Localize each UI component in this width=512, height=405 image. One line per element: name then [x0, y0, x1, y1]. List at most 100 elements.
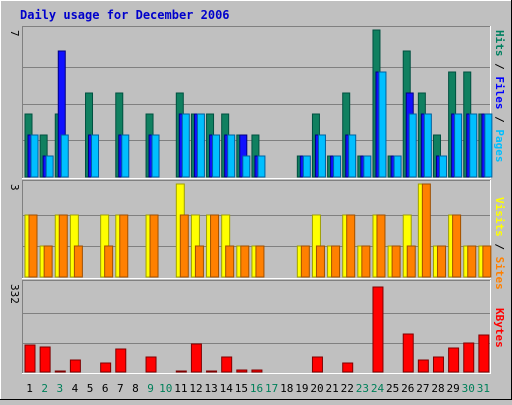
- bar-pages: [30, 134, 39, 178]
- x-tick-label: 16: [250, 382, 263, 395]
- y-max-label: 3: [8, 184, 21, 191]
- x-tick-label: 17: [265, 382, 278, 395]
- bar-sites: [300, 245, 310, 278]
- bar-pages: [454, 113, 463, 178]
- right-axis-label-part: Visits: [493, 197, 506, 237]
- right-axis-label-separator: /: [493, 110, 506, 130]
- right-axis-label-part: Hits: [493, 30, 506, 57]
- x-tick-label: 2: [41, 382, 48, 395]
- bar-sites: [58, 214, 68, 278]
- bar-pages: [121, 134, 130, 178]
- x-tick-label: 4: [72, 382, 79, 395]
- x-tick-label: 31: [477, 382, 490, 395]
- right-axis-label-part: Sites: [493, 257, 506, 290]
- bar-sites: [406, 245, 416, 278]
- x-tick-label: 29: [447, 382, 460, 395]
- bar-sites: [119, 214, 129, 278]
- bar-kbytes: [100, 362, 112, 373]
- bar-sites: [104, 245, 114, 278]
- bar-sites: [149, 214, 159, 278]
- x-tick-label: 18: [280, 382, 293, 395]
- bar-kbytes: [478, 334, 490, 373]
- right-axis-label: Visits / Sites: [493, 197, 506, 290]
- bar-sites: [391, 245, 401, 278]
- x-tick-label: 22: [341, 382, 354, 395]
- bar-kbytes: [54, 370, 66, 373]
- panel-kbytes: 332 KBytes: [8, 280, 506, 374]
- x-tick-label: 6: [102, 382, 109, 395]
- bar-kbytes: [236, 369, 248, 373]
- bar-pages: [348, 134, 357, 178]
- x-tick-label: 9: [147, 382, 154, 395]
- bar-sites: [482, 245, 492, 278]
- y-max-label: 7: [8, 30, 21, 37]
- x-tick-label: 3: [57, 382, 64, 395]
- right-axis-label-separator: /: [493, 237, 506, 257]
- bar-kbytes: [115, 348, 127, 373]
- bar-sites: [255, 245, 265, 278]
- right-axis-label-part: Files: [493, 76, 506, 109]
- bar-pages: [408, 113, 417, 178]
- right-axis-label: Hits / Files / Pages: [493, 30, 506, 163]
- x-tick-label: 10: [159, 382, 172, 395]
- bar-sites: [331, 245, 341, 278]
- bar-pages: [151, 134, 160, 178]
- bar-pages: [469, 113, 478, 178]
- x-tick-label: 7: [117, 382, 124, 395]
- panel-hits_files_pages: 7 Hits / Files / Pages: [8, 26, 506, 179]
- x-tick-label: 13: [204, 382, 217, 395]
- x-tick-label: 20: [310, 382, 323, 395]
- x-tick-label: 8: [132, 382, 139, 395]
- bar-kbytes: [24, 344, 36, 373]
- bar-pages: [378, 71, 387, 178]
- x-tick-label: 21: [326, 382, 339, 395]
- bar-kbytes: [402, 333, 414, 373]
- bar-kbytes: [251, 369, 263, 373]
- bar-kbytes: [448, 347, 460, 373]
- bar-sites: [467, 245, 477, 278]
- x-tick-label: 24: [371, 382, 385, 395]
- x-tick-label: 14: [220, 382, 234, 395]
- x-tick-label: 23: [356, 382, 369, 395]
- bar-sites: [73, 245, 83, 278]
- x-tick-label: 25: [386, 382, 399, 395]
- x-tick-label: 28: [431, 382, 444, 395]
- bar-sites: [240, 245, 250, 278]
- panels-group: 7 Hits / Files / Pages 3 Visits / Sites 332 K…: [8, 26, 506, 374]
- x-tick-label: 27: [416, 382, 429, 395]
- bar-kbytes: [69, 359, 81, 373]
- bar-sites: [43, 245, 53, 278]
- chart-title: Daily usage for December 2006: [20, 8, 230, 22]
- bar-pages: [393, 155, 402, 178]
- bar-sites: [376, 214, 386, 278]
- x-tick-label: 1: [26, 382, 33, 395]
- bar-pages: [423, 113, 432, 178]
- bar-kbytes: [39, 346, 51, 373]
- bar-sites: [210, 214, 220, 278]
- bar-pages: [45, 155, 54, 178]
- right-axis-label-part: KBytes: [493, 308, 506, 348]
- bar-kbytes: [463, 342, 475, 373]
- bar-sites: [315, 245, 325, 278]
- x-tick-label: 12: [189, 382, 202, 395]
- bar-pages: [227, 134, 236, 178]
- right-axis-label: KBytes: [493, 308, 506, 348]
- x-axis: 1 2 3 4 5 6 7 8 9 10 11 12 13 14 15 16 17 18 19 20 21 22 23 24 2…: [26, 382, 490, 395]
- x-tick-label: 26: [401, 382, 414, 395]
- bar-kbytes: [145, 356, 157, 373]
- x-tick-label: 15: [235, 382, 248, 395]
- x-tick-label: 11: [174, 382, 187, 395]
- bar-sites: [452, 214, 462, 278]
- bar-pages: [196, 113, 205, 178]
- right-axis-label-separator: /: [493, 57, 506, 77]
- bar-kbytes: [417, 359, 429, 373]
- bar-kbytes: [190, 343, 202, 373]
- bar-pages: [484, 113, 493, 178]
- bar-kbytes: [206, 370, 218, 373]
- bar-kbytes: [432, 356, 444, 373]
- bar-pages: [317, 134, 326, 178]
- panel-visits_sites: 3 Visits / Sites: [8, 180, 506, 290]
- bar-sites: [225, 245, 235, 278]
